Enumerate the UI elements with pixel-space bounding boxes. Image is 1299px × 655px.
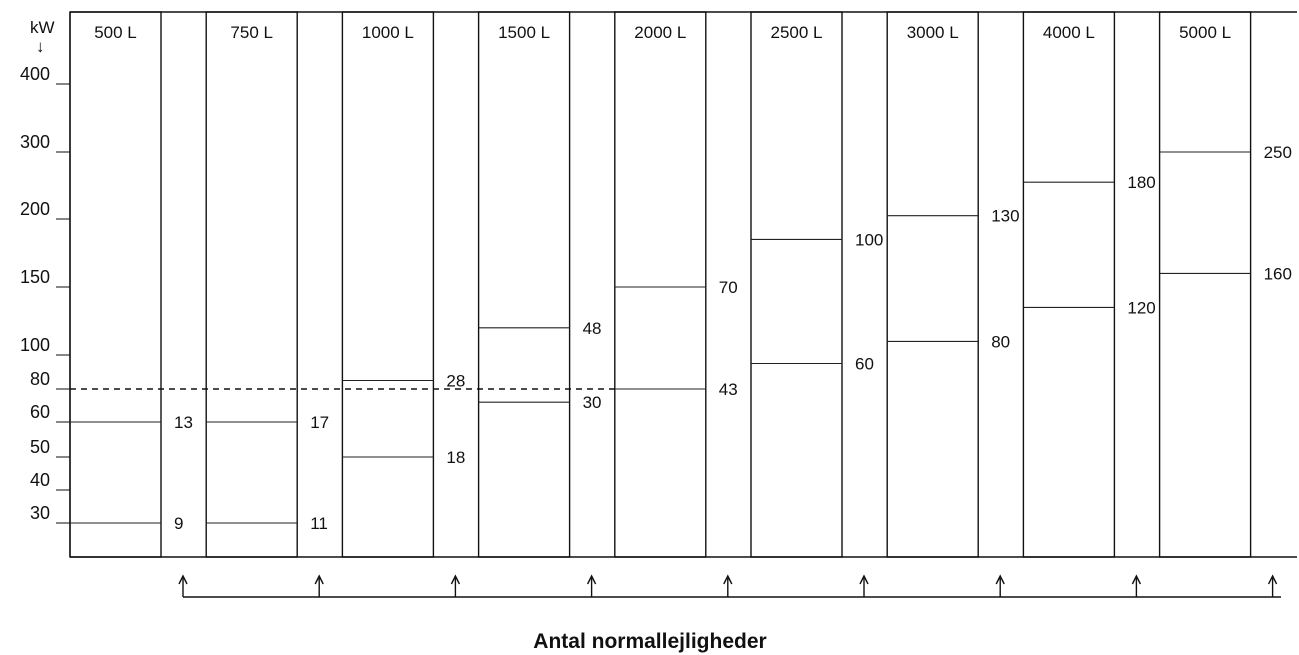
- tank-column: 2000 L 70 43: [614, 11, 738, 558]
- tank-volume-label: 2500 L: [771, 23, 823, 42]
- high-level-count: 80: [991, 332, 1010, 351]
- tank-column-box: [750, 11, 843, 558]
- tank-column-box: [886, 11, 979, 558]
- tank-column: 1500 L 48 30: [477, 11, 602, 558]
- low-level-count: 100: [855, 230, 883, 249]
- y-tick-label: 400: [20, 64, 50, 84]
- y-tick-label: 30: [30, 503, 50, 523]
- low-level-count: 48: [583, 319, 602, 338]
- tank-volume-label: 2000 L: [634, 23, 686, 42]
- low-level-count: 130: [991, 207, 1019, 226]
- high-level-count: 30: [583, 393, 602, 412]
- tank-volume-label: 1000 L: [362, 23, 414, 42]
- tank-column: 5000 L 250 160: [1158, 11, 1292, 558]
- low-level-count: 13: [174, 413, 193, 432]
- y-unit-arrow-icon: ↓: [36, 37, 45, 56]
- low-level-count: 250: [1264, 143, 1292, 162]
- tank-column-box: [341, 11, 435, 558]
- up-arrow-icon: [450, 574, 461, 585]
- tank-column-box: [477, 11, 571, 558]
- high-level-count: 43: [719, 380, 738, 399]
- tank-column: 500 L 13 9: [69, 11, 193, 558]
- y-tick-label: 40: [30, 470, 50, 490]
- tank-column: 750 L 17 11: [205, 11, 329, 558]
- up-arrow-icon: [1131, 574, 1142, 585]
- tank-column-box: [1022, 11, 1116, 558]
- tank-column-box: [69, 11, 162, 558]
- y-axis: kW↓ 400 300 200 150 100 80 60 50 40 30: [20, 12, 71, 557]
- up-arrow-icon: [1267, 574, 1278, 585]
- high-level-count: 160: [1264, 264, 1292, 283]
- tank-column: 4000 L 180 120: [1022, 11, 1156, 558]
- tank-column-box: [205, 11, 298, 558]
- count-bracket: [178, 574, 1281, 598]
- tank-column: 3000 L 130 80: [886, 11, 1020, 558]
- tank-volume-label: 4000 L: [1043, 23, 1095, 42]
- tank-volume-label: 500 L: [94, 23, 137, 42]
- low-level-count: 70: [719, 278, 738, 297]
- y-unit-label: kW: [30, 18, 55, 37]
- y-tick-label: 150: [20, 267, 50, 287]
- y-tick-label: 50: [30, 437, 50, 457]
- tank-column-box: [1158, 11, 1252, 558]
- y-tick-label: 100: [20, 335, 50, 355]
- tank-column: 2500 L 100 60: [750, 11, 883, 558]
- up-arrow-icon: [859, 574, 869, 585]
- low-level-count: 17: [310, 413, 329, 432]
- tank-volume-label: 1500 L: [498, 23, 550, 42]
- tank-column: 1000 L 28 18: [341, 11, 465, 558]
- tank-volume-label: 5000 L: [1179, 23, 1231, 42]
- up-arrow-icon: [995, 574, 1005, 585]
- y-tick-label: 200: [20, 199, 50, 219]
- tank-columns: 500 L 13 9 750 L 17 11 1000 L 28 18 1500 L 48 30 200…: [69, 11, 1292, 558]
- y-tick-label: 300: [20, 132, 50, 152]
- diagram-frame: [70, 11, 1297, 558]
- tank-volume-label: 3000 L: [907, 23, 959, 42]
- y-tick-label: 60: [30, 402, 50, 422]
- low-level-count: 28: [446, 372, 465, 391]
- high-level-count: 60: [855, 355, 874, 374]
- up-arrow-icon: [586, 574, 597, 585]
- high-level-count: 9: [174, 514, 183, 533]
- tank-volume-label: 750 L: [230, 23, 273, 42]
- caption: Antal normallejligheder: [533, 630, 766, 653]
- high-level-count: 11: [310, 514, 328, 533]
- high-level-count: 120: [1127, 298, 1155, 317]
- low-level-count: 180: [1127, 173, 1155, 192]
- high-level-count: 18: [446, 448, 465, 467]
- up-arrow-icon: [723, 574, 733, 585]
- y-tick-label: 80: [30, 369, 50, 389]
- tank-column-box: [614, 11, 707, 558]
- up-arrow-icon: [314, 574, 324, 585]
- up-arrow-icon: [178, 574, 188, 585]
